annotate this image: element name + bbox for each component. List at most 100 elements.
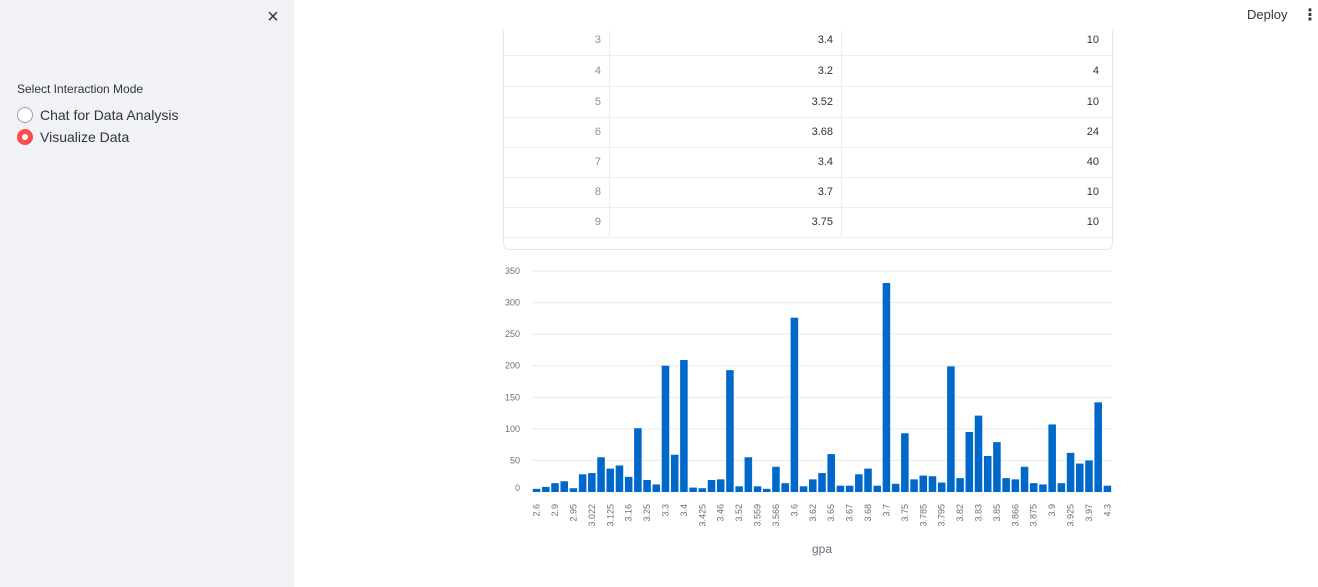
bar <box>1048 424 1056 492</box>
row-index: 8 <box>504 177 610 207</box>
y-tick-label: 250 <box>505 329 520 339</box>
bar <box>937 482 946 492</box>
bar <box>910 479 918 492</box>
bar <box>1057 483 1066 492</box>
row-index: 9 <box>504 207 610 237</box>
row-index: 7 <box>504 147 610 177</box>
bar <box>836 485 845 492</box>
value-cell: 4 <box>1092 65 1099 77</box>
x-tick-label: 3.125 <box>605 504 615 527</box>
deploy-button[interactable]: Deploy <box>1247 7 1288 22</box>
x-tick-label: 3.97 <box>1084 504 1094 522</box>
bar <box>698 488 707 492</box>
gpa-cell: 3.2 <box>610 56 842 86</box>
bar <box>1002 478 1010 492</box>
bar <box>928 476 937 492</box>
gpa-cell: 3.7 <box>610 177 842 207</box>
bar <box>670 454 679 492</box>
x-tick-label: 3.25 <box>642 504 652 522</box>
y-tick-label: 100 <box>505 424 520 434</box>
x-tick-label: 3.62 <box>808 504 818 522</box>
x-tick-label: 3.6 <box>789 504 799 517</box>
x-tick-label: 3.559 <box>753 504 763 527</box>
bar <box>606 468 615 492</box>
bar <box>919 475 928 492</box>
interaction-mode-label: Select Interaction Mode <box>17 82 144 96</box>
close-sidebar-icon[interactable]: × <box>267 6 279 28</box>
row-index: 4 <box>504 56 610 86</box>
x-tick-label: 3.3 <box>660 504 670 517</box>
bar <box>772 466 780 492</box>
row-index: 5 <box>504 87 610 117</box>
x-tick-label: 3.866 <box>1010 504 1020 527</box>
data-table[interactable]: 3 3.4 10 4 3.2 4 5 3.52 10 6 3.68 24 7 3… <box>503 30 1113 250</box>
x-tick-label: 3.875 <box>1029 504 1039 527</box>
x-tick-label: 3.52 <box>734 504 744 522</box>
gpa-cell: 3.4 <box>610 147 842 177</box>
bar <box>1020 466 1029 492</box>
table-row: 7 3.4 40 <box>504 147 1112 178</box>
x-axis-ticks: 2.6 2.9 2.95 3.022 3.125 3.16 3.25 3.3 3.4 3.425 3… <box>532 504 1113 527</box>
sidebar: × Select Interaction Mode Chat for Data … <box>0 0 294 587</box>
bar <box>744 457 753 492</box>
x-tick-label: 3.925 <box>1066 504 1076 527</box>
bar <box>762 488 771 492</box>
x-tick-label: 3.46 <box>716 504 726 522</box>
bar <box>569 488 578 492</box>
table-row: 4 3.2 4 <box>504 56 1112 87</box>
x-tick-label: 3.67 <box>845 504 855 522</box>
bar <box>726 370 734 492</box>
bar <box>901 433 909 492</box>
x-axis-label: gpa <box>812 542 832 556</box>
bar <box>578 474 587 492</box>
bar <box>1094 402 1102 492</box>
value-cell: 10 <box>1086 186 1099 198</box>
chart-gridlines <box>532 270 1112 461</box>
y-tick-label: 50 <box>510 455 520 465</box>
x-tick-label: 3.4 <box>679 504 689 517</box>
x-tick-label: 3.785 <box>918 504 928 527</box>
value-cell: 10 <box>1086 34 1099 46</box>
bar <box>781 483 789 492</box>
y-tick-label: 150 <box>505 392 520 402</box>
bar <box>735 486 743 492</box>
x-tick-label: 3.022 <box>587 504 597 527</box>
bar <box>1076 463 1084 492</box>
bar <box>855 474 863 492</box>
x-tick-label: 3.7 <box>881 504 891 517</box>
bar <box>799 486 808 492</box>
bar <box>753 486 762 492</box>
x-tick-label: 3.795 <box>937 504 947 527</box>
bar <box>891 483 900 492</box>
gpa-cell: 3.68 <box>610 117 842 147</box>
bar <box>947 366 955 492</box>
x-tick-label: 3.425 <box>697 504 707 527</box>
value-cell: 24 <box>1086 126 1099 138</box>
bar <box>532 488 541 492</box>
radio-selected-icon[interactable] <box>17 129 33 145</box>
x-tick-label: 3.65 <box>826 504 836 522</box>
radio-chat-for-data-analysis[interactable]: Chat for Data Analysis <box>17 107 179 123</box>
x-tick-label: 3.9 <box>1047 504 1057 517</box>
bar <box>1011 479 1020 492</box>
main-menu-icon[interactable]: ⋮ <box>1302 7 1318 24</box>
bar <box>790 317 799 492</box>
radio-unselected-icon[interactable] <box>17 107 33 123</box>
radio-visualize-data[interactable]: Visualize Data <box>17 129 129 145</box>
bar <box>707 480 716 492</box>
value-cell: 40 <box>1086 156 1099 168</box>
bar <box>1039 484 1047 492</box>
bar <box>965 432 974 492</box>
bar <box>983 456 992 492</box>
table-row: 6 3.68 24 <box>504 117 1112 148</box>
bar <box>1029 483 1038 492</box>
bar <box>661 365 670 492</box>
gpa-bar-chart[interactable]: 0 50 100 150 200 250 300 350 2.6 2.9 2.95 3.022 3.1… <box>500 262 1120 562</box>
bar <box>845 485 854 492</box>
bar <box>634 428 642 492</box>
bar <box>809 479 817 492</box>
bar <box>689 487 697 492</box>
y-tick-label: 300 <box>505 298 520 308</box>
bar <box>864 468 872 492</box>
y-tick-label: 350 <box>505 266 520 276</box>
